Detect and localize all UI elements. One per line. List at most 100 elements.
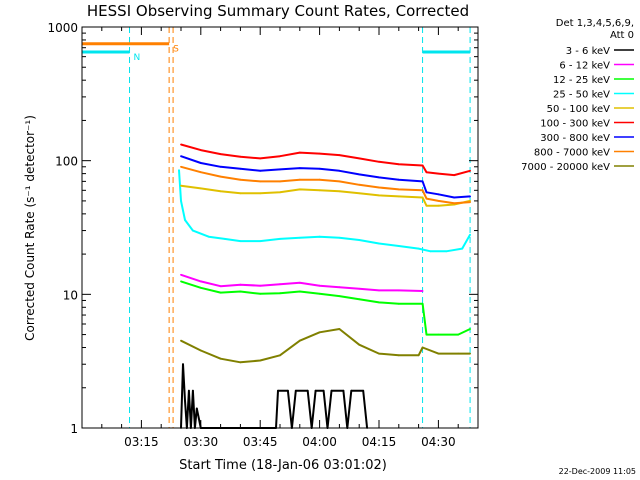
series-4-point-6 (298, 188, 301, 191)
series-line-0 (180, 363, 369, 429)
series-1-point-12 (421, 290, 424, 292)
axes: 03:15 03:30 03:45 04:00 04:15 04:30 1 10 100 1000 (47, 21, 479, 449)
series-7-point-16 (469, 201, 471, 204)
series-5-point-13 (425, 171, 428, 174)
plot-frame (81, 26, 479, 429)
x-tick-label-2: 03:45 (243, 435, 278, 449)
series-2-point-16 (469, 328, 471, 330)
series-2-point-6 (298, 290, 301, 293)
series-8-point-8 (338, 328, 341, 330)
series-2-point-12 (421, 302, 424, 305)
series-8-point-1 (199, 349, 202, 352)
series-3-point-13 (378, 242, 380, 245)
series-8-point-16 (469, 352, 471, 355)
legend-label-0: 3 - 6 keV (566, 46, 610, 57)
legend-label-6: 300 - 800 keV (540, 133, 610, 144)
series-3-point-6 (239, 240, 242, 243)
series-8-point-6 (298, 339, 301, 342)
x-tick-label-5: 04:30 (421, 435, 456, 449)
series-3-point-18 (461, 247, 464, 250)
series-8-point-0 (180, 339, 182, 342)
series-3-point-15 (417, 247, 420, 250)
legend-label-2: 12 - 25 keV (553, 75, 610, 86)
series-0-point-20 (330, 389, 333, 392)
series-3-point-19 (469, 233, 471, 236)
series-7-point-1 (199, 171, 202, 174)
series-4-point-1 (199, 187, 202, 190)
x-tick-label-1: 03:30 (184, 435, 219, 449)
series-5-point-4 (259, 157, 262, 160)
series-line-5 (180, 143, 471, 177)
series-8-point-12 (417, 354, 420, 357)
series-8-point-11 (397, 354, 400, 357)
series-0-point-18 (322, 389, 325, 392)
series-0-point-14 (294, 389, 297, 392)
series-3-point-14 (397, 245, 400, 247)
series-5-point-2 (219, 153, 222, 156)
series-0-point-2 (184, 399, 186, 402)
series-2-point-11 (397, 302, 400, 305)
series-2-point-4 (259, 292, 262, 295)
series-5-point-5 (279, 155, 281, 158)
series-1-point-10 (378, 289, 380, 292)
y-tick-label-3: 1000 (47, 21, 78, 35)
series-2-point-10 (378, 301, 380, 304)
series-1-point-1 (199, 280, 202, 283)
series-3-point-3 (192, 229, 194, 232)
series-6-point-2 (219, 165, 222, 168)
series-3-point-9 (298, 236, 301, 239)
series-7-point-14 (437, 200, 440, 202)
legend-header-line-1: Det 1,3,4,5,6,9, (556, 18, 634, 29)
series-6-point-15 (453, 196, 456, 199)
series-6-point-0 (180, 155, 182, 158)
series-6-point-6 (298, 167, 301, 170)
series-1-point-3 (239, 283, 242, 286)
series-3-point-10 (318, 235, 321, 238)
series-3-point-4 (207, 235, 210, 238)
x-tick-label-3: 04:00 (302, 435, 337, 449)
series-4-point-9 (358, 192, 361, 195)
series-8-point-14 (437, 352, 440, 355)
series-1-point-0 (180, 273, 182, 276)
series-line-1 (180, 273, 423, 292)
series-3-point-7 (259, 240, 262, 243)
series-6-point-10 (378, 176, 380, 179)
series-2-point-14 (437, 333, 440, 336)
legend-label-7: 800 - 7000 keV (534, 148, 610, 159)
saa-label: S (173, 45, 179, 55)
series-4-point-4 (259, 192, 262, 195)
series-3-point-12 (358, 239, 361, 241)
series-6-point-1 (199, 162, 202, 164)
series-5-point-3 (239, 155, 242, 158)
series-7-point-4 (259, 180, 262, 183)
series-7-point-0 (180, 165, 182, 168)
series-2-point-3 (239, 290, 242, 293)
y-axis-label: Corrected Count Rate (s⁻¹ detector⁻¹) (23, 115, 37, 341)
series-6-point-4 (259, 169, 262, 172)
series-5-point-10 (378, 160, 380, 163)
series-7-point-13 (425, 197, 428, 200)
series-6-point-11 (397, 178, 400, 181)
series-0-point-1 (182, 363, 184, 366)
series-5-point-8 (338, 154, 341, 157)
series-0-point-8 (195, 407, 198, 410)
series-7-point-11 (397, 188, 400, 191)
series-1-point-2 (219, 285, 222, 288)
series-layer (178, 143, 471, 429)
y-tick-label-1: 10 (63, 288, 78, 302)
chart-footer: 22-Dec-2009 11:05 (559, 467, 636, 476)
series-2-point-9 (358, 298, 361, 301)
series-8-point-4 (259, 359, 262, 362)
series-7-point-2 (219, 175, 222, 178)
series-4-point-10 (378, 194, 380, 197)
series-line-2 (180, 280, 471, 336)
series-6-point-14 (437, 193, 440, 196)
series-8-point-2 (219, 357, 222, 360)
x-tick-label-4: 04:15 (362, 435, 397, 449)
series-4-point-0 (180, 184, 182, 187)
y-tick-label-2: 100 (55, 155, 78, 169)
series-3-point-2 (184, 219, 186, 221)
series-2-point-0 (180, 280, 182, 283)
series-4-point-8 (338, 190, 341, 193)
series-7-point-9 (358, 183, 361, 186)
